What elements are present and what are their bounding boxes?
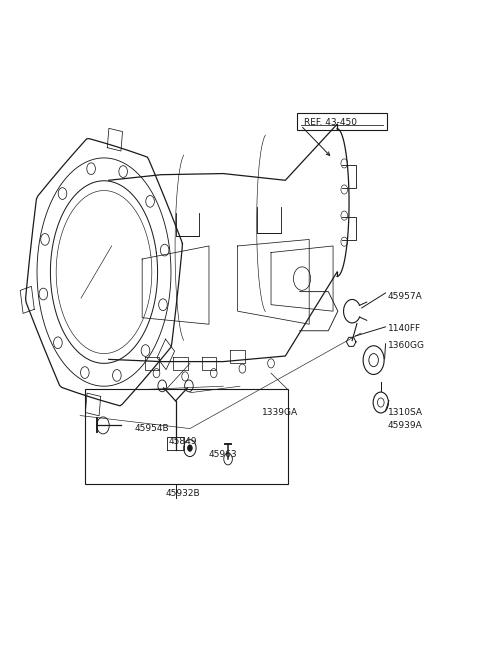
Text: 45954B: 45954B	[135, 424, 169, 433]
Text: 45957A: 45957A	[388, 291, 423, 301]
Text: 1339GA: 1339GA	[262, 408, 298, 417]
Text: 45963: 45963	[209, 450, 238, 459]
Text: 45932B: 45932B	[166, 489, 201, 498]
Text: 45939A: 45939A	[388, 421, 423, 430]
Circle shape	[188, 445, 192, 451]
Text: 45849: 45849	[168, 437, 197, 446]
Text: 1310SA: 1310SA	[388, 408, 423, 417]
Text: 1140FF: 1140FF	[388, 324, 421, 333]
Text: REF. 43-450: REF. 43-450	[304, 117, 358, 126]
Bar	[85, 390, 288, 484]
Text: 1360GG: 1360GG	[388, 341, 425, 350]
